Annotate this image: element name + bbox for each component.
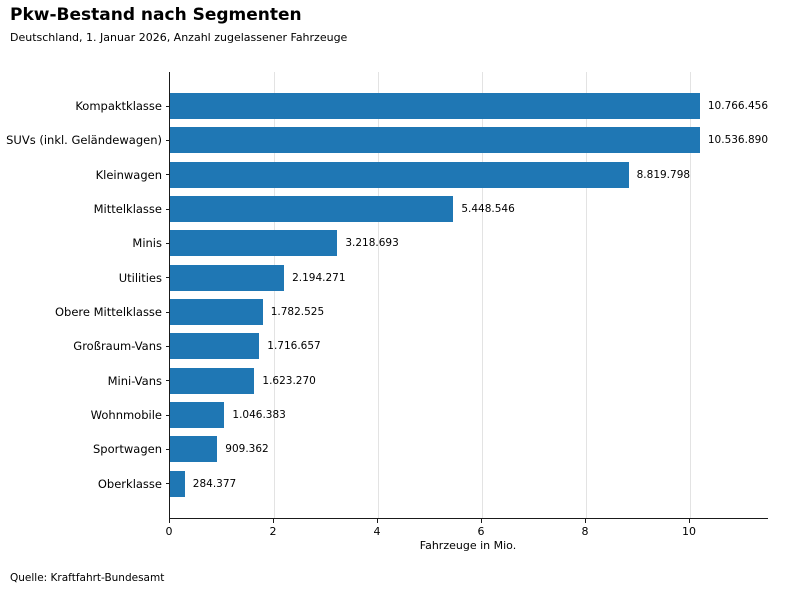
- bar: [170, 196, 454, 223]
- x-tick-label: 10: [682, 525, 696, 538]
- category-label: Minis: [132, 236, 162, 251]
- bar-row: Wohnmobile 1.046.383: [91, 398, 768, 432]
- x-axis-label: Fahrzeuge in Mio.: [419, 539, 517, 552]
- category-label: Kompaktklasse: [75, 99, 162, 114]
- bar: [170, 230, 338, 257]
- x-tick-mark: [689, 519, 690, 523]
- value-label: 10.536.890: [707, 134, 768, 147]
- bar-row: Minis 3.218.693: [132, 226, 768, 260]
- x-tick-label: 0: [165, 525, 173, 538]
- bar-row: Kompaktklasse 10.766.456: [75, 89, 768, 123]
- x-tick-mark: [377, 519, 378, 523]
- chart-subtitle: Deutschland, 1. Januar 2026, Anzahl zuge…: [10, 31, 348, 44]
- x-tick-mark: [169, 519, 170, 523]
- category-label: Oberklasse: [97, 476, 162, 491]
- bar-row: Sportwagen 909.362: [93, 432, 768, 466]
- y-tick-mark: [166, 105, 170, 107]
- bar: [170, 299, 263, 326]
- y-tick-mark: [166, 414, 170, 416]
- gridline-x-6: [482, 72, 483, 518]
- gridline-x-2: [274, 72, 275, 518]
- value-label: 1.782.525: [270, 306, 325, 319]
- bar-row: Kleinwagen 8.819.798: [96, 158, 768, 192]
- gridline-x-4: [378, 72, 379, 518]
- value-label: 5.448.546: [461, 203, 515, 216]
- gridline-x-8: [586, 72, 587, 518]
- category-label: Kleinwagen: [95, 167, 162, 182]
- bar-row: Großraum-Vans 1.716.657: [73, 329, 768, 363]
- x-tick-label: 6: [477, 525, 485, 538]
- value-label: 10.766.456: [707, 100, 768, 113]
- x-tick-mark: [273, 519, 274, 523]
- category-label: Mini-Vans: [107, 373, 162, 388]
- x-axis-ticks: 0 2 4 6 8 10: [165, 519, 767, 543]
- y-tick-mark: [166, 483, 170, 485]
- value-label: 8.819.798: [636, 168, 691, 181]
- bar: [170, 93, 700, 120]
- bar-row: Oberklasse 284.377: [98, 467, 768, 501]
- category-label: Obere Mittelklasse: [55, 305, 162, 320]
- y-tick-mark: [166, 448, 170, 450]
- value-label: 909.362: [225, 443, 269, 456]
- category-label: SUVs (inkl. Geländewagen): [6, 133, 162, 148]
- source-note: Quelle: Kraftfahrt-Bundesamt: [10, 572, 165, 584]
- bar-row: SUVs (inkl. Geländewagen) 10.536.890: [6, 123, 768, 157]
- y-tick-mark: [166, 277, 170, 279]
- bar: [170, 402, 225, 429]
- bar: [170, 436, 218, 463]
- category-label: Mittelklasse: [93, 202, 162, 217]
- value-label: 284.377: [192, 477, 237, 490]
- category-label: Großraum-Vans: [73, 339, 162, 354]
- bar: [170, 333, 260, 360]
- value-label: 1.623.270: [262, 374, 316, 387]
- bar: [170, 470, 185, 497]
- bar: [170, 161, 629, 188]
- y-tick-mark: [166, 139, 170, 141]
- category-label: Wohnmobile: [90, 408, 162, 423]
- y-tick-mark: [166, 208, 170, 210]
- bar-row: Utilities 2.194.271: [119, 261, 768, 295]
- bar-row: Mini-Vans 1.623.270: [108, 364, 768, 398]
- value-label: 3.218.693: [345, 237, 399, 250]
- y-tick-mark: [166, 345, 170, 347]
- x-tick-mark: [481, 519, 482, 523]
- bar: [170, 127, 700, 154]
- y-tick-mark: [166, 380, 170, 382]
- x-tick-label: 4: [373, 525, 381, 538]
- gridline-x-10: [690, 72, 691, 518]
- y-tick-mark: [166, 174, 170, 176]
- plot-area: Kompaktklasse 10.766.456 SUVs (inkl. Gelän…: [6, 72, 768, 519]
- x-tick-mark: [585, 519, 586, 523]
- y-tick-mark: [166, 311, 170, 313]
- x-tick-label: 8: [581, 525, 589, 538]
- category-label: Sportwagen: [93, 442, 162, 457]
- x-tick-label: 2: [269, 525, 277, 538]
- bar: [170, 367, 255, 394]
- value-label: 1.046.383: [232, 409, 286, 422]
- value-label: 1.716.657: [267, 340, 321, 353]
- bar: [170, 264, 285, 291]
- bar-series: Kompaktklasse 10.766.456 SUVs (inkl. Gelän…: [6, 89, 768, 501]
- y-tick-mark: [166, 242, 170, 244]
- chart-title: Pkw-Bestand nach Segmenten: [10, 5, 302, 25]
- category-label: Utilities: [118, 270, 162, 285]
- bar-row: Obere Mittelklasse 1.782.525: [55, 295, 768, 329]
- value-label: 2.194.271: [292, 271, 346, 284]
- bar-row: Mittelklasse 5.448.546: [94, 192, 768, 226]
